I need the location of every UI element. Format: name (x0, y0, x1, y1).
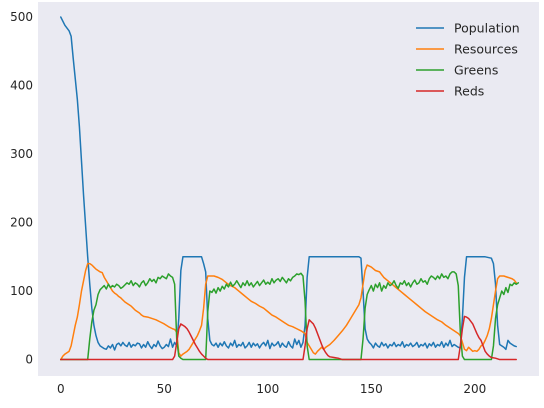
series-line-greens (60, 271, 520, 361)
legend-label-population: Population (454, 21, 520, 36)
y-tick-label: 500 (10, 10, 33, 24)
axis-ticks: 0 50 100 150 200 0 100 200 300 400 500 (10, 10, 486, 396)
y-tick-label: 300 (10, 147, 33, 161)
legend: Population Resources Greens Reds (416, 21, 520, 99)
series-line-population (60, 16, 517, 351)
legend-label-reds: Reds (454, 84, 484, 99)
y-tick-label: 400 (10, 79, 33, 93)
y-tick-label: 200 (10, 216, 33, 230)
legend-label-greens: Greens (454, 63, 498, 78)
x-tick-label: 200 (463, 382, 486, 396)
series-lines (60, 16, 520, 361)
series-line-resources (60, 262, 517, 361)
x-tick-label: 0 (57, 382, 65, 396)
y-tick-label: 100 (10, 284, 33, 298)
y-tick-label: 0 (25, 353, 33, 367)
x-tick-label: 50 (157, 382, 172, 396)
plot-background (38, 2, 539, 376)
series-line-reds (60, 315, 517, 361)
legend-label-resources: Resources (454, 42, 518, 57)
x-tick-label: 150 (360, 382, 383, 396)
x-tick-label: 100 (256, 382, 279, 396)
